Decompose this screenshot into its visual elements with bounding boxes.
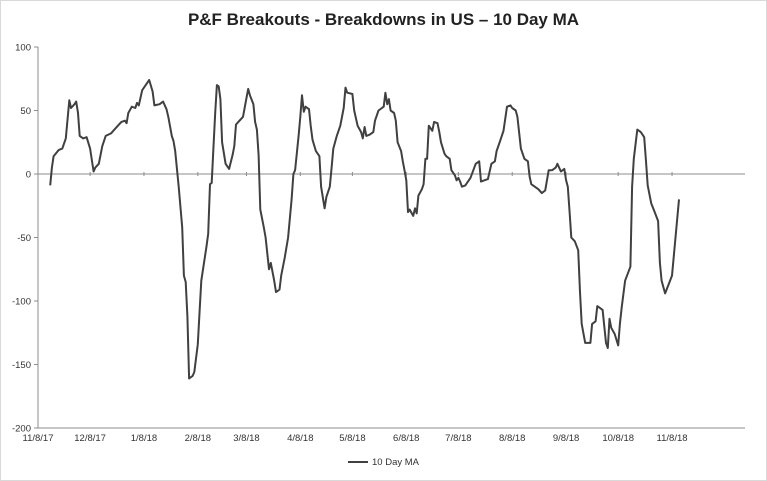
y-tick-label: -150	[12, 360, 31, 371]
x-tick-label: 3/8/18	[233, 433, 259, 444]
y-tick-label: 0	[26, 170, 31, 181]
x-tick-label: 2/8/18	[185, 433, 211, 444]
x-tick-label: 6/8/18	[393, 433, 419, 444]
legend-swatch	[348, 461, 368, 464]
y-tick-label: -100	[12, 297, 31, 308]
x-tick-label: 5/8/18	[339, 433, 365, 444]
x-tick-label: 10/8/18	[602, 433, 634, 444]
y-axis-ticks: 100 50 0 -50 -100 -150 -200	[12, 43, 38, 435]
x-tick-label: 8/8/18	[499, 433, 525, 444]
series-line-10-day-ma	[49, 79, 680, 380]
x-tick-label: 11/8/18	[657, 433, 688, 444]
legend: 10 Day MA	[0, 457, 767, 468]
y-tick-label: 50	[20, 106, 31, 117]
y-tick-label: -200	[12, 424, 31, 435]
x-axis-ticks: 11/8/17 12/8/17 1/8/18 2/8/18 3/8/18 4/8/18 5/…	[23, 172, 688, 444]
x-tick-label: 7/8/18	[445, 433, 471, 444]
x-tick-label: 11/8/17	[23, 433, 54, 444]
chart-title: P&F Breakouts - Breakdowns in US – 10 Da…	[187, 10, 580, 29]
y-tick-label: 100	[15, 43, 31, 54]
x-tick-label: 9/8/18	[553, 433, 579, 444]
x-tick-label: 12/8/17	[74, 433, 106, 444]
x-tick-label: 1/8/18	[131, 433, 157, 444]
y-tick-label: -50	[17, 233, 31, 244]
x-tick-label: 4/8/18	[287, 433, 313, 444]
legend-label: 10 Day MA	[372, 457, 419, 468]
series-group	[49, 79, 680, 380]
